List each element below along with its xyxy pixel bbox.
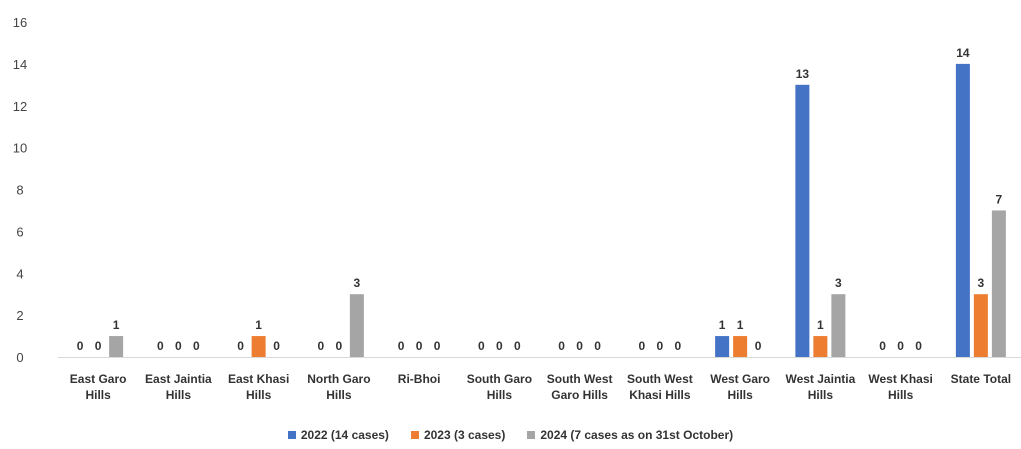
- data-label: 0: [318, 339, 325, 353]
- data-label: 0: [657, 339, 664, 353]
- y-tick-label: 14: [13, 57, 27, 72]
- data-label: 0: [675, 339, 682, 353]
- x-tick-label: South West: [627, 372, 693, 386]
- x-tick-label: Hills: [888, 388, 914, 402]
- y-tick-label: 12: [13, 99, 27, 114]
- bar: [733, 336, 748, 357]
- data-label: 0: [594, 339, 601, 353]
- data-label: 1: [817, 318, 824, 332]
- data-label: 3: [835, 276, 842, 290]
- x-tick-label: Hills: [727, 388, 753, 402]
- data-label: 0: [95, 339, 102, 353]
- legend: 2022 (14 cases) 2023 (3 cases) 2024 (7 cas…: [0, 428, 1021, 442]
- y-tick-label: 6: [16, 224, 23, 239]
- data-label: 1: [737, 318, 744, 332]
- data-label: 1: [719, 318, 726, 332]
- legend-swatch: [410, 431, 419, 439]
- x-tick-label: South Garo: [467, 372, 532, 386]
- y-tick-label: 0: [16, 350, 23, 365]
- data-label: 0: [273, 339, 280, 353]
- data-label: 0: [434, 339, 441, 353]
- data-label: 13: [796, 67, 810, 81]
- x-tick-label: West Jaintia: [785, 372, 855, 386]
- x-tick-label: Hills: [85, 388, 111, 402]
- x-tick-label: Hills: [246, 388, 272, 402]
- bar: [349, 294, 364, 357]
- data-label: 0: [755, 339, 762, 353]
- data-label: 0: [157, 339, 164, 353]
- data-label: 0: [77, 339, 84, 353]
- bar: [109, 336, 124, 357]
- y-tick-label: 2: [16, 308, 23, 323]
- bar: [795, 84, 810, 357]
- legend-swatch: [287, 431, 296, 439]
- bar: [813, 336, 828, 357]
- x-tick-label: Hills: [808, 388, 834, 402]
- x-tick-label: East Jaintia: [145, 372, 212, 386]
- x-tick-label: Garo Hills: [551, 388, 608, 402]
- bar: [973, 294, 988, 357]
- bar: [831, 294, 846, 357]
- data-label: 0: [915, 339, 922, 353]
- x-tick-label: West Garo: [710, 372, 770, 386]
- data-label: 0: [416, 339, 423, 353]
- y-tick-label: 8: [16, 183, 23, 198]
- y-tick-label: 4: [16, 266, 23, 281]
- data-label: 1: [113, 318, 120, 332]
- data-label: 0: [237, 339, 244, 353]
- bar: [715, 336, 730, 357]
- x-tick-label: Hills: [326, 388, 352, 402]
- data-label: 1: [255, 318, 262, 332]
- data-label: 0: [576, 339, 583, 353]
- legend-item: 2024 (7 cases as on 31st October): [527, 428, 733, 442]
- bar: [251, 336, 266, 357]
- x-tick-label: Ri-Bhoi: [398, 372, 441, 386]
- data-label: 3: [354, 276, 361, 290]
- y-tick-label: 16: [13, 15, 27, 30]
- x-tick-label: State Total: [951, 372, 1011, 386]
- data-label: 0: [879, 339, 886, 353]
- data-label: 3: [978, 276, 985, 290]
- legend-label: 2023 (3 cases): [423, 428, 506, 442]
- x-tick-label: East Garo: [70, 372, 127, 386]
- bar: [991, 210, 1006, 357]
- data-label: 0: [398, 339, 405, 353]
- data-label: 0: [478, 339, 485, 353]
- legend-label: 2022 (14 cases): [300, 428, 389, 442]
- legend-item: 2023 (3 cases): [410, 428, 506, 442]
- x-tick-label: Hills: [487, 388, 513, 402]
- data-label: 0: [496, 339, 503, 353]
- x-tick-label: West Khasi: [868, 372, 932, 386]
- x-tick-label: North Garo: [307, 372, 370, 386]
- legend-label: 2024 (7 cases as on 31st October): [540, 428, 734, 442]
- data-label: 0: [336, 339, 343, 353]
- x-tick-label: South West: [547, 372, 613, 386]
- data-label: 0: [897, 339, 904, 353]
- legend-swatch: [527, 431, 536, 439]
- x-tick-label: East Khasi: [228, 372, 289, 386]
- legend-item: 2022 (14 cases): [287, 428, 389, 442]
- data-label: 7: [996, 192, 1003, 206]
- x-tick-label: Khasi Hills: [629, 388, 691, 402]
- data-label: 0: [514, 339, 521, 353]
- bar: [955, 63, 970, 357]
- data-label: 0: [558, 339, 565, 353]
- data-label: 0: [193, 339, 200, 353]
- y-tick-label: 10: [13, 141, 27, 156]
- x-tick-label: Hills: [166, 388, 192, 402]
- data-label: 14: [956, 46, 970, 60]
- data-label: 0: [175, 339, 182, 353]
- data-label: 0: [639, 339, 646, 353]
